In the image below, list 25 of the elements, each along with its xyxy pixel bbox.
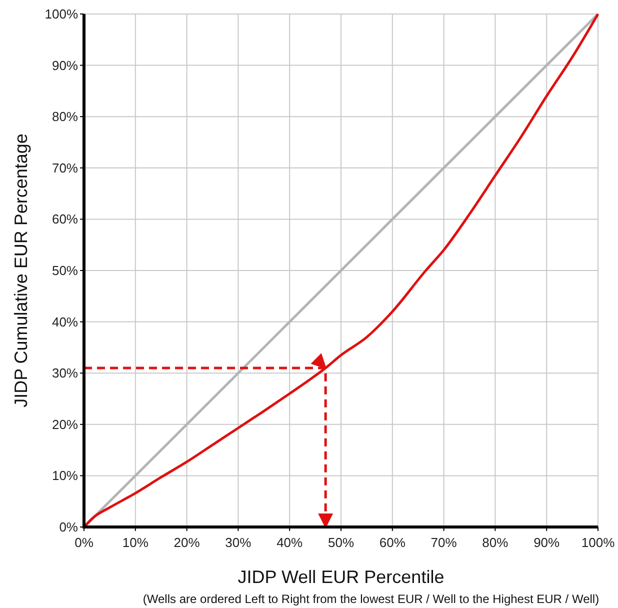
x-tick-label: 90% xyxy=(534,535,560,550)
x-tick-label: 50% xyxy=(328,535,354,550)
x-axis-title: JIDP Well EUR Percentile xyxy=(238,567,444,587)
x-tick-label: 20% xyxy=(174,535,200,550)
y-tick-label: 20% xyxy=(52,416,78,432)
x-tick-label: 70% xyxy=(430,535,458,550)
y-axis-title: JIDP Cumulative EUR Percentage xyxy=(11,134,31,408)
y-tick-label: 10% xyxy=(52,468,78,484)
y-tick-label: 90% xyxy=(52,58,78,73)
x-tick-label: 40% xyxy=(276,535,304,550)
x-tick-label: 30% xyxy=(225,535,252,550)
x-tick-label: 60% xyxy=(379,535,406,550)
y-tick-label: 60% xyxy=(52,212,78,227)
y-tick-label: 80% xyxy=(52,109,78,124)
text: (Wells are ordered Left to Right from the lowest EUR / Well to the Highest EUR / Well) xyxy=(142,592,600,606)
y-tick-label: 40% xyxy=(52,314,78,330)
x-tick-label: 0% xyxy=(74,535,94,550)
x-tick-label: 100% xyxy=(581,535,616,550)
x-tick-label: 10% xyxy=(122,535,149,550)
y-tick-label: 70% xyxy=(52,160,78,176)
y-tick-label: 100% xyxy=(44,6,78,22)
y-tick-label: 50% xyxy=(52,263,78,278)
x-tick-label: 80% xyxy=(482,535,509,550)
y-tick-label: 30% xyxy=(52,366,78,381)
y-tick-label: 0% xyxy=(59,520,78,534)
